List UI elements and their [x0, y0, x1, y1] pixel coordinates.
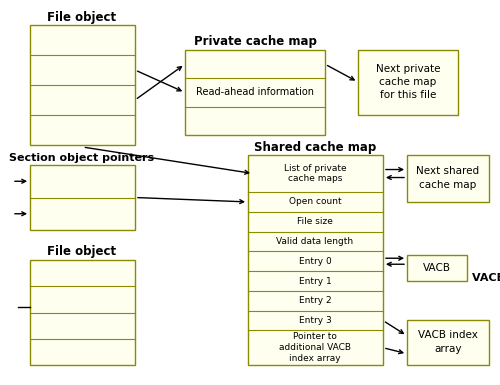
Text: List of private
cache maps: List of private cache maps — [284, 164, 346, 183]
Text: Open count: Open count — [288, 198, 342, 206]
Text: Private cache map: Private cache map — [194, 35, 316, 49]
Text: Shared cache map: Shared cache map — [254, 141, 376, 154]
Text: Entry 3: Entry 3 — [298, 316, 332, 325]
Text: Entry 1: Entry 1 — [298, 276, 332, 286]
Bar — [407, 255, 467, 281]
Text: VACB index array: VACB index array — [472, 273, 500, 283]
Text: Next private
cache map
for this file: Next private cache map for this file — [376, 64, 440, 100]
Text: Valid data length: Valid data length — [276, 237, 353, 246]
Bar — [407, 155, 489, 202]
Bar — [185, 50, 325, 135]
Bar — [30, 260, 135, 365]
Bar — [30, 25, 135, 145]
Text: File object: File object — [48, 10, 116, 23]
Bar — [248, 155, 383, 365]
Text: Section object pointers: Section object pointers — [10, 153, 154, 163]
Text: Read-ahead information: Read-ahead information — [196, 87, 314, 97]
Bar — [358, 50, 458, 115]
Text: VACB index
array: VACB index array — [418, 330, 478, 353]
Text: VACB: VACB — [423, 263, 451, 273]
Bar — [30, 165, 135, 230]
Bar — [407, 320, 489, 365]
Text: File object: File object — [48, 246, 116, 258]
Text: File size: File size — [297, 217, 333, 226]
Text: Entry 0: Entry 0 — [298, 257, 332, 266]
Text: Next shared
cache map: Next shared cache map — [416, 166, 480, 189]
Text: Entry 2: Entry 2 — [298, 296, 332, 305]
Text: Pointer to
additional VACB
index array: Pointer to additional VACB index array — [279, 333, 351, 363]
